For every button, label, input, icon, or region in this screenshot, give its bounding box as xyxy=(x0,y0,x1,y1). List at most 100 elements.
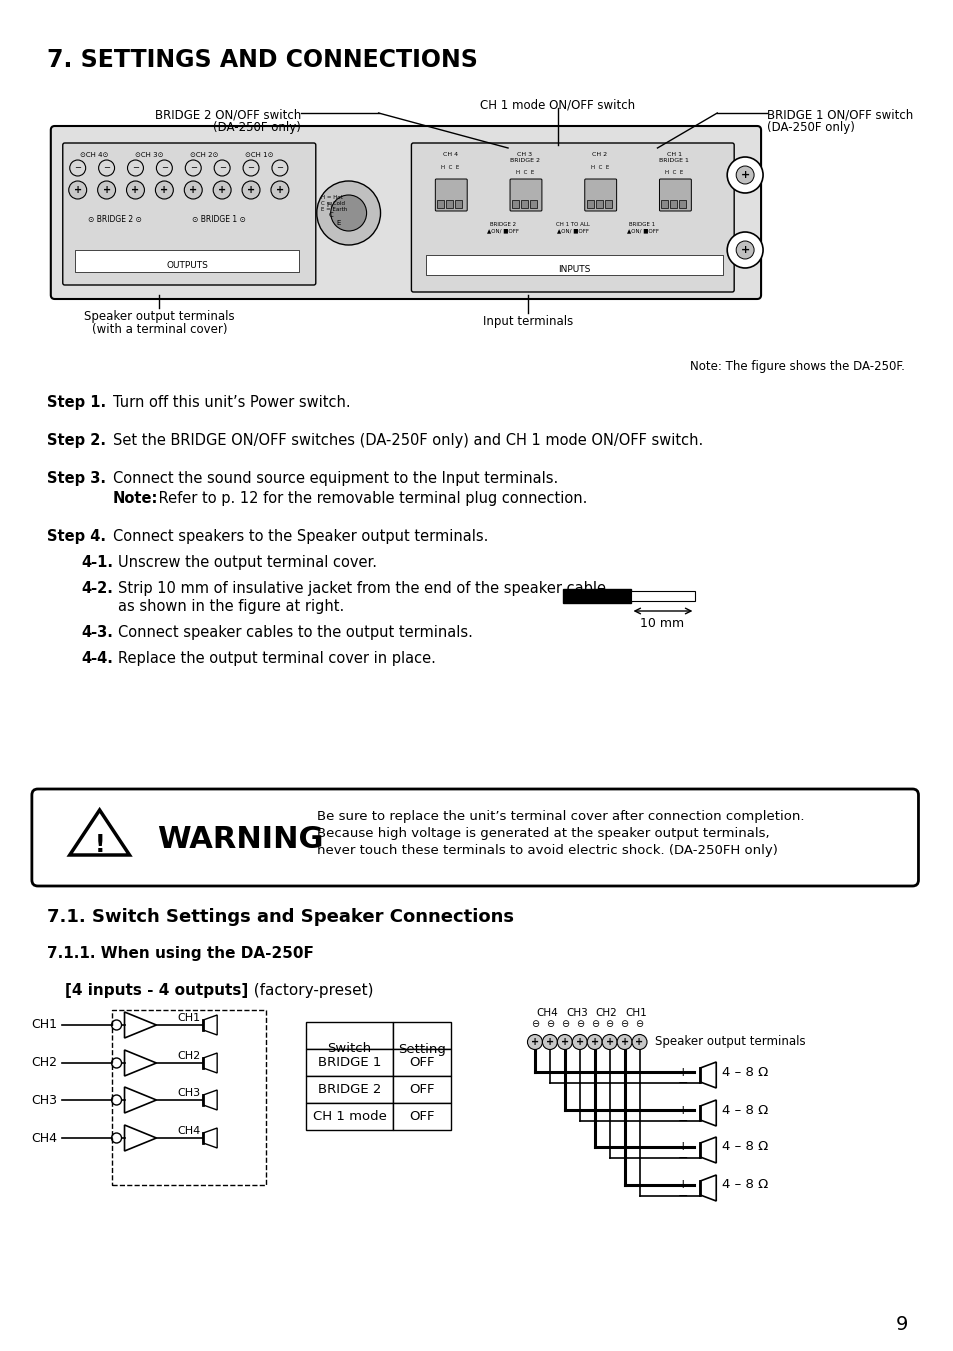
Text: +: + xyxy=(677,1104,688,1116)
Text: +: + xyxy=(635,1038,643,1047)
Text: +: + xyxy=(545,1038,554,1047)
Text: 4-1.: 4-1. xyxy=(82,555,113,570)
Text: 7.1. Switch Settings and Speaker Connections: 7.1. Switch Settings and Speaker Connect… xyxy=(47,908,514,925)
Text: (factory-preset): (factory-preset) xyxy=(244,984,374,998)
Circle shape xyxy=(69,181,87,199)
Circle shape xyxy=(736,240,753,259)
Bar xyxy=(393,1048,451,1075)
Text: CH1: CH1 xyxy=(30,1019,57,1032)
Text: OUTPUTS: OUTPUTS xyxy=(166,261,208,270)
Text: H  C  E: H C E xyxy=(664,170,682,176)
Text: 4 – 8 Ω: 4 – 8 Ω xyxy=(721,1140,768,1154)
Text: ⊖: ⊖ xyxy=(590,1019,598,1029)
Text: BRIDGE 2 ON/OFF switch: BRIDGE 2 ON/OFF switch xyxy=(154,108,300,122)
Bar xyxy=(660,200,668,208)
Text: 9: 9 xyxy=(895,1315,907,1333)
Circle shape xyxy=(632,1035,646,1050)
Text: Strip 10 mm of insulative jacket from the end of the speaker cable,: Strip 10 mm of insulative jacket from th… xyxy=(117,581,610,596)
Text: CH2: CH2 xyxy=(596,1008,617,1019)
Text: CH3: CH3 xyxy=(30,1093,57,1106)
FancyBboxPatch shape xyxy=(51,126,760,299)
Text: +: + xyxy=(218,185,226,195)
Circle shape xyxy=(331,195,366,231)
Text: CH4: CH4 xyxy=(536,1008,558,1019)
Text: +: + xyxy=(132,185,139,195)
Text: OFF: OFF xyxy=(409,1056,435,1069)
Text: ⊙CH 4⊙: ⊙CH 4⊙ xyxy=(80,153,109,158)
Text: Step 3.: Step 3. xyxy=(47,471,106,486)
Circle shape xyxy=(572,1035,587,1050)
Text: CH 1 mode ON/OFF switch: CH 1 mode ON/OFF switch xyxy=(479,99,635,111)
Bar xyxy=(512,200,518,208)
Text: −: − xyxy=(678,1189,688,1202)
Text: +: + xyxy=(560,1038,568,1047)
Text: WARNING: WARNING xyxy=(157,825,324,854)
Bar xyxy=(436,200,444,208)
Text: CH4: CH4 xyxy=(177,1125,200,1136)
Text: CH1: CH1 xyxy=(177,1013,200,1023)
Text: CH2: CH2 xyxy=(177,1051,200,1061)
Text: CH2: CH2 xyxy=(30,1056,57,1070)
Text: ⊙ BRIDGE 2 ⊙: ⊙ BRIDGE 2 ⊙ xyxy=(88,215,141,224)
Circle shape xyxy=(97,181,115,199)
Text: 10 mm: 10 mm xyxy=(639,617,684,630)
Text: −: − xyxy=(190,163,196,173)
FancyBboxPatch shape xyxy=(63,143,315,285)
Text: (with a terminal cover): (with a terminal cover) xyxy=(91,323,227,336)
Text: BRIDGE 1
▲ON/ ■OFF: BRIDGE 1 ▲ON/ ■OFF xyxy=(626,222,658,232)
Bar xyxy=(306,1021,393,1048)
Text: −: − xyxy=(132,163,139,173)
Text: ⊖: ⊖ xyxy=(635,1019,643,1029)
Text: 4-2.: 4-2. xyxy=(82,581,113,596)
Text: BRIDGE 1 ON/OFF switch: BRIDGE 1 ON/OFF switch xyxy=(766,108,912,122)
Bar xyxy=(630,590,695,601)
Text: CH4: CH4 xyxy=(30,1132,57,1144)
Text: BRIDGE 1: BRIDGE 1 xyxy=(317,1056,381,1069)
Bar xyxy=(306,1075,393,1102)
Text: ⊙CH 2⊙: ⊙CH 2⊙ xyxy=(190,153,218,158)
Text: +: + xyxy=(677,1066,688,1078)
Text: +: + xyxy=(189,185,197,195)
Bar xyxy=(595,200,602,208)
Text: Connect speaker cables to the output terminals.: Connect speaker cables to the output ter… xyxy=(117,626,472,640)
Text: Because high voltage is generated at the speaker output terminals,: Because high voltage is generated at the… xyxy=(316,827,769,840)
Bar xyxy=(604,200,611,208)
Text: INPUTS: INPUTS xyxy=(558,265,590,274)
Circle shape xyxy=(316,181,380,245)
Text: Connect speakers to the Speaker output terminals.: Connect speakers to the Speaker output t… xyxy=(112,530,487,544)
Text: ⊙ BRIDGE 1 ⊙: ⊙ BRIDGE 1 ⊙ xyxy=(192,215,246,224)
Circle shape xyxy=(184,181,202,199)
Circle shape xyxy=(213,181,231,199)
FancyBboxPatch shape xyxy=(659,178,691,211)
Text: −: − xyxy=(678,1077,688,1089)
Text: 4-4.: 4-4. xyxy=(82,651,113,666)
Text: Step 2.: Step 2. xyxy=(47,434,106,449)
Text: −: − xyxy=(276,163,283,173)
Text: +: + xyxy=(605,1038,613,1047)
Text: +: + xyxy=(575,1038,583,1047)
Text: H  C  E: H C E xyxy=(590,165,608,170)
Text: −: − xyxy=(218,163,226,173)
FancyBboxPatch shape xyxy=(426,255,722,276)
Bar xyxy=(306,1102,393,1129)
Text: Be sure to replace the unit’s terminal cover after connection completion.: Be sure to replace the unit’s terminal c… xyxy=(316,811,803,823)
Text: 4 – 8 Ω: 4 – 8 Ω xyxy=(721,1104,768,1116)
Text: +: + xyxy=(73,185,82,195)
Text: H  C  E: H C E xyxy=(440,165,459,170)
Text: CH 3
BRIDGE 2: CH 3 BRIDGE 2 xyxy=(510,153,539,163)
Circle shape xyxy=(155,181,173,199)
Text: CH 1
BRIDGE 1: CH 1 BRIDGE 1 xyxy=(659,153,689,163)
Text: Replace the output terminal cover in place.: Replace the output terminal cover in pla… xyxy=(117,651,435,666)
Text: as shown in the figure at right.: as shown in the figure at right. xyxy=(117,598,343,613)
FancyBboxPatch shape xyxy=(31,789,918,886)
Bar xyxy=(306,1048,393,1075)
Text: +: + xyxy=(740,170,749,180)
Circle shape xyxy=(726,232,762,267)
Circle shape xyxy=(557,1035,572,1050)
Text: +: + xyxy=(530,1038,538,1047)
Text: CH 4: CH 4 xyxy=(442,153,457,157)
Circle shape xyxy=(601,1035,617,1050)
Text: ⊙CH 3⊙: ⊙CH 3⊙ xyxy=(135,153,164,158)
FancyBboxPatch shape xyxy=(74,250,298,272)
Text: 4 – 8 Ω: 4 – 8 Ω xyxy=(721,1178,768,1192)
